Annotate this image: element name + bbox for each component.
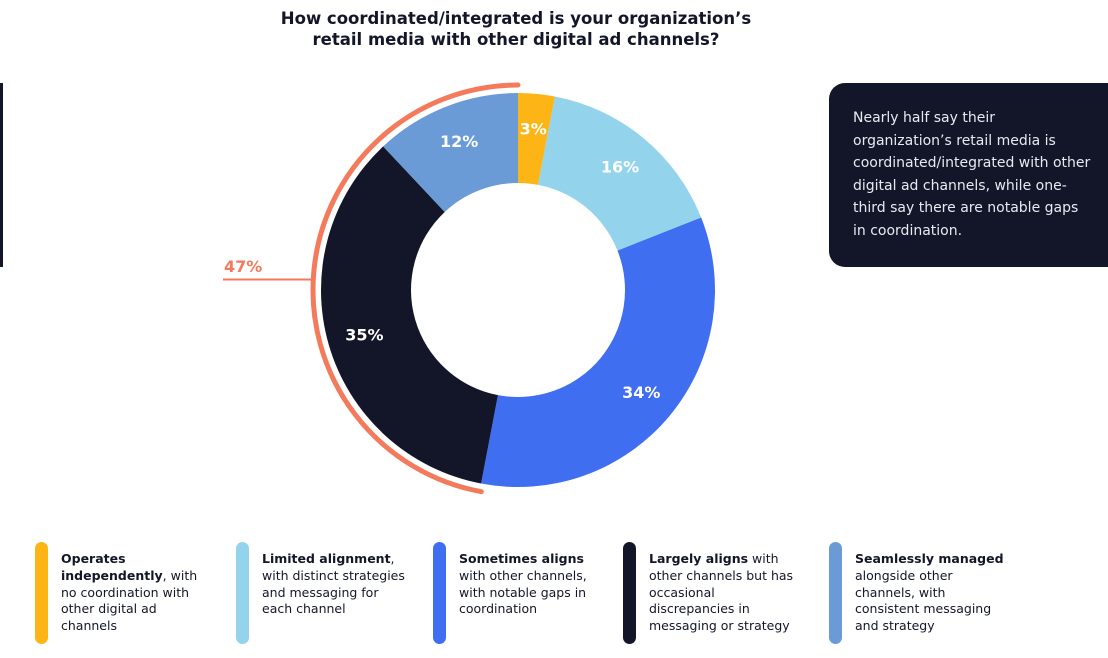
legend-label-bold: Seamlessly managed [855,551,1004,566]
legend-label-bold: Operates independently [61,551,163,583]
legend-label-bold: Sometimes aligns [459,551,584,566]
chart-title-line-1: How coordinated/integrated is your organ… [280,9,752,28]
legend-swatch [829,542,842,644]
annotation-arc [310,82,521,495]
callout-text: Nearly half say their organization’s ret… [853,110,1091,239]
slice-label-largely-aligns: 35% [345,326,383,345]
slice-seamlessly-managed [383,93,518,213]
legend-label: Sometimes aligns with other channels, wi… [459,551,609,618]
annotation-label: 47% [224,257,262,276]
legend-swatch [433,542,446,644]
slice-operates-independently [518,93,555,185]
legend-label: Seamlessly managed alongside other chann… [855,551,1005,635]
slice-label-sometimes-aligns: 34% [622,383,660,402]
legend-label-rest: with other channels, with notable gaps i… [459,567,587,617]
legend-label-rest: , with no coordination with other digita… [61,567,198,634]
legend-label-rest: , with distinct strategies and messaging… [262,551,405,617]
slice-label-operates-independently: 3% [520,120,547,139]
slice-largely-aligns [321,146,498,484]
slice-sometimes-aligns [481,217,715,487]
chart-title-line-2: retail media with other digital ad chann… [312,30,720,49]
legend-label-bold: Largely aligns [649,551,749,566]
left-accent-bar [0,83,3,267]
legend-label: Largely aligns with other channels but h… [649,551,799,635]
slice-limited-alignment [538,96,702,251]
legend-label-rest: with other channels but has occasional d… [649,551,794,634]
legend-swatch [35,542,48,644]
legend-label-bold: Limited alignment [262,551,391,566]
legend-label: Limited alignment, with distinct strateg… [262,551,412,618]
chart-title: How coordinated/integrated is your organ… [216,8,816,50]
legend-swatch [623,542,636,644]
legend-swatch [236,542,249,644]
callout-box: Nearly half say their organization’s ret… [829,83,1108,267]
slice-label-limited-alignment: 16% [601,158,639,177]
legend-label: Operates independently, with no coordina… [61,551,211,635]
slice-label-seamlessly-managed: 12% [440,132,478,151]
legend-label-rest: alongside other channels, with consisten… [855,567,992,634]
